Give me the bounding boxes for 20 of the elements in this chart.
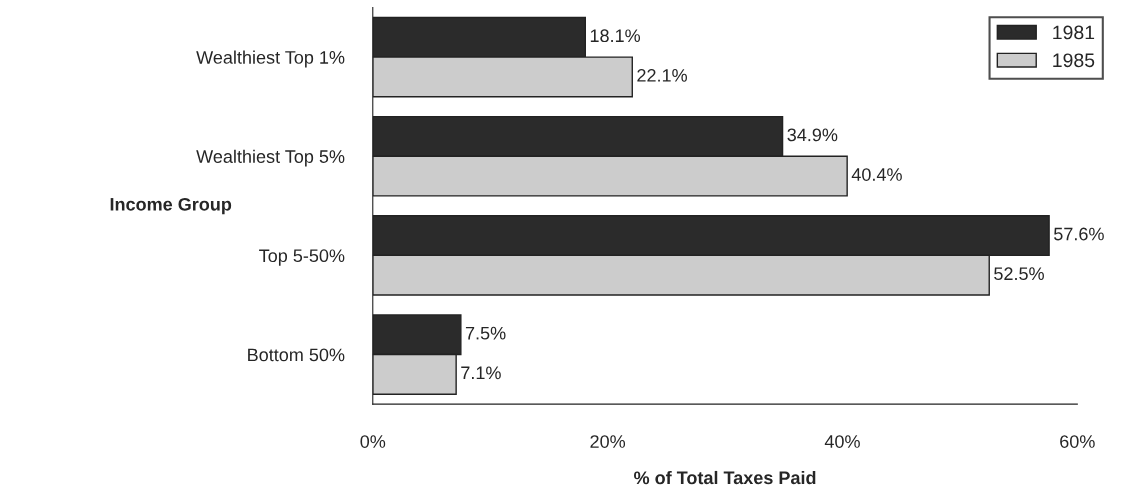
- data-label: 34.9%: [787, 128, 838, 142]
- legend-label: 1985: [1053, 53, 1095, 68]
- x-tick-label: 40%: [824, 435, 860, 448]
- x-tick-label: 0%: [360, 435, 386, 448]
- x-axis-title: % of Total Taxes Paid: [634, 470, 816, 485]
- data-label: 7.5%: [465, 326, 506, 340]
- y-tick-label: Wealthiest Top 1%: [196, 50, 345, 68]
- data-label: 52.5%: [994, 267, 1044, 281]
- data-label: 40.4%: [851, 168, 902, 181]
- data-label: 22.1%: [637, 68, 687, 82]
- y-tick-label: Wealthiest Top 5%: [196, 149, 345, 167]
- data-label: 57.6%: [1054, 227, 1104, 241]
- legend-label: 1981: [1053, 25, 1095, 40]
- data-label: 18.1%: [590, 29, 641, 43]
- x-tick-label: 20%: [590, 435, 626, 448]
- x-tick-label: 60%: [1060, 435, 1095, 448]
- y-tick-label: Top 5-50%: [259, 249, 345, 266]
- y-axis-title: Income Group: [110, 197, 232, 215]
- y-tick-label: Bottom 50%: [248, 348, 345, 362]
- data-label: 7.1%: [461, 366, 501, 380]
